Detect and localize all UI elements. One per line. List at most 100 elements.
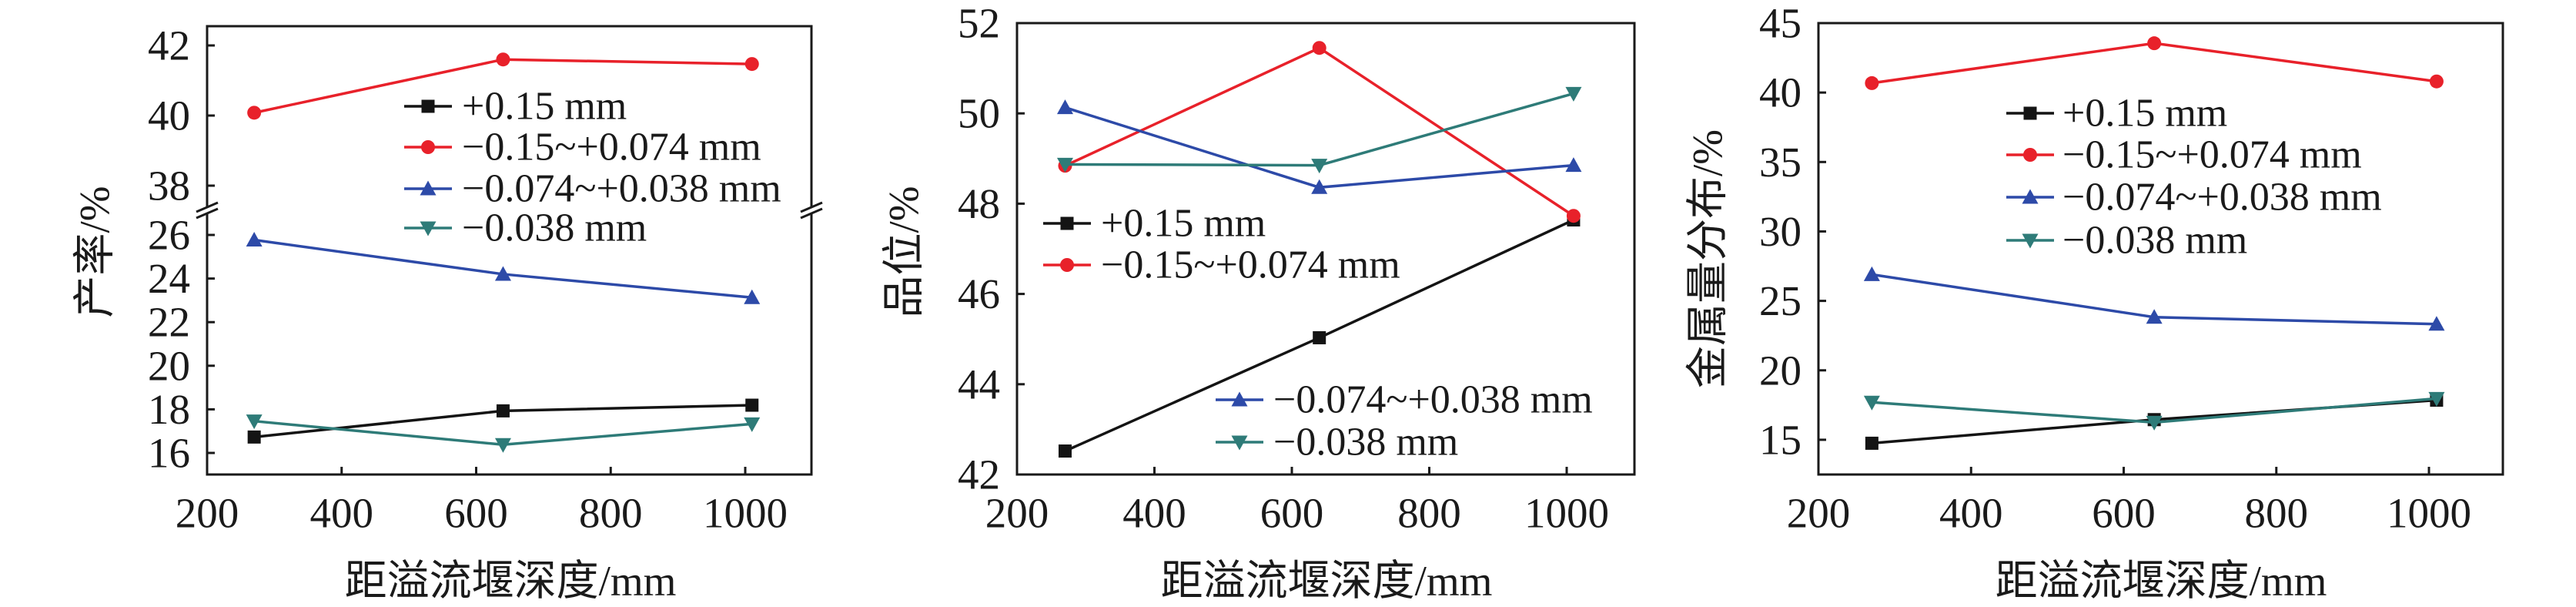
data-point-marker [1313,330,1326,344]
data-point-marker [2428,316,2445,331]
series-3 [1863,266,2445,331]
data-point-marker [246,414,263,430]
y-tick-label: 42 [148,22,190,69]
x-tick-label: 400 [1122,490,1186,537]
series-2 [1865,36,2444,90]
y-tick-label: 22 [148,299,190,346]
x-tick-label: 200 [1787,490,1851,537]
data-point-marker [744,417,761,432]
legend-label: −0.038 mm [2062,219,2247,263]
y-tick-label: 35 [1759,139,1802,186]
data-point-marker [1863,395,1880,411]
legend: −0.074~+0.038 mm−0.038 mm [1216,378,1593,464]
legend-marker [2023,106,2037,120]
series-4 [1863,391,2445,431]
legend-item: −0.15~+0.074 mm [1043,243,1400,287]
series-2 [247,52,759,120]
y-tick-label: 50 [958,90,1000,137]
y-tick-label: 25 [1759,277,1802,324]
legend-marker [421,99,435,113]
legend-item: −0.074~+0.038 mm [2006,176,2382,220]
legend-marker [1060,216,1074,230]
chart-2: 200 400 600 800 1000 42 44 46 48 50 52 距溢流堰深度/mm 品位/… [881,0,1636,605]
data-point-marker [744,289,761,304]
series-2 [1058,41,1581,223]
legend-marker [421,140,435,154]
y-tick-label: 24 [148,255,190,302]
data-point-marker [1311,179,1328,194]
data-point-marker [745,398,759,412]
data-point-marker [744,57,759,72]
x-tick-label: 800 [2245,490,2309,537]
legend-marker [1231,435,1248,451]
legend-label: −0.15~+0.074 mm [1101,243,1400,287]
legend-label: +0.15 mm [462,85,627,129]
legend-marker [1231,391,1248,407]
plot-frame [206,25,813,476]
y-tick-label: 18 [148,386,190,433]
y-tick-label: 30 [1759,208,1802,255]
legend-label: −0.074~+0.038 mm [1273,378,1593,422]
legend-label: −0.15~+0.074 mm [462,126,761,169]
data-point-marker [1566,209,1581,223]
y-tick-label: 42 [958,451,1000,498]
plot-frame [1817,22,2504,476]
data-point-marker [1565,86,1582,102]
legend: +0.15 mm−0.15~+0.074 mm−0.074~+0.038 mm−… [2006,92,2382,263]
data-point-marker [247,106,262,120]
x-tick-label: 400 [310,490,374,537]
legend-label: −0.074~+0.038 mm [462,167,781,211]
y-axis-title: 金属量分布/% [1684,129,1731,388]
legend-item: −0.15~+0.074 mm [2006,133,2362,177]
legend-item: −0.074~+0.038 mm [404,167,781,211]
data-point-marker [494,438,511,453]
data-point-marker [246,232,263,247]
x-tick-label: 200 [176,490,239,537]
x-tick-label: 1000 [2387,490,2471,537]
legend-label: +0.15 mm [2062,92,2227,136]
data-point-marker [496,404,510,418]
legend-label: +0.15 mm [1101,202,1266,246]
legend-label: −0.074~+0.038 mm [2062,176,2382,220]
chart-3: 200 400 600 800 1000 15 20 25 30 35 40 45 距溢流堰深度/mm 金… [1684,0,2504,605]
legend-item: −0.074~+0.038 mm [1216,378,1593,422]
y-tick-label: 38 [148,163,190,210]
x-tick-label: 1000 [1524,490,1609,537]
data-point-marker [2146,309,2163,324]
legend-marker [420,180,437,196]
data-point-marker [494,266,511,281]
data-point-marker [496,52,510,67]
legend-item: −0.038 mm [1216,421,1458,464]
data-point-marker [1565,157,1582,173]
x-tick-label: 600 [444,490,508,537]
legend: +0.15 mm−0.15~+0.074 mm [1043,202,1400,287]
axis-break-mark [800,207,823,220]
axis-break-mark [196,201,219,213]
data-point-marker [1311,159,1328,174]
y-tick-label: 16 [148,430,190,477]
y-tick-label: 26 [148,212,190,259]
series-3 [246,232,761,304]
data-point-marker [1058,444,1072,458]
data-point-marker [2146,415,2163,431]
series-3 [1056,99,1582,194]
y-tick-label: 48 [958,180,1000,227]
legend-label: −0.038 mm [1273,421,1458,464]
x-axis-title: 距溢流堰深度/mm [1161,558,1493,605]
y-axis-title: 品位/% [881,186,928,317]
data-point-marker [1865,436,1878,450]
data-point-marker [2428,391,2445,407]
y-tick-label: 52 [958,0,1000,47]
x-tick-label: 1000 [703,490,788,537]
series-1 [247,398,759,444]
legend-item: −0.038 mm [404,206,647,250]
legend: +0.15 mm−0.15~+0.074 mm−0.074~+0.038 mm−… [404,85,781,250]
y-tick-label: 44 [958,361,1000,407]
data-point-marker [1865,75,1879,90]
y-tick-label: 15 [1759,416,1802,463]
legend-item: −0.038 mm [2006,219,2247,263]
legend-item: +0.15 mm [404,85,627,129]
legend-marker [2023,148,2037,162]
